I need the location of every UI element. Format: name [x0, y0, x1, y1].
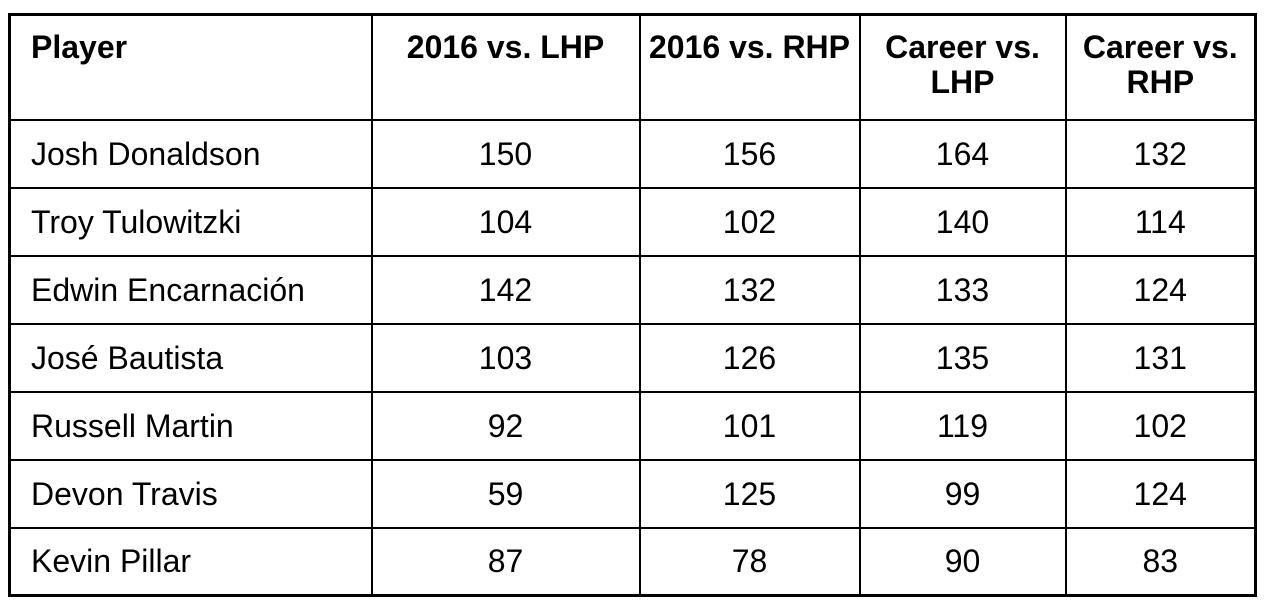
column-header-2016-vs-lhp: 2016 vs. LHP	[370, 13, 641, 121]
stat-cell: 99	[858, 458, 1067, 529]
stat-cell: 135	[858, 322, 1067, 393]
stat-cell: 150	[370, 118, 641, 189]
player-splits-table: Player 2016 vs. LHP 2016 vs. RHP Career vs.…	[8, 13, 1257, 597]
player-name-cell: José Bautista	[8, 322, 373, 393]
stat-cell: 102	[1064, 390, 1257, 461]
stat-cell: 124	[1064, 458, 1257, 529]
stat-cell: 142	[370, 254, 641, 325]
stat-cell: 87	[370, 526, 641, 597]
stat-cell: 132	[638, 254, 861, 325]
stat-cell: 124	[1064, 254, 1257, 325]
stat-cell: 92	[370, 390, 641, 461]
header-row: Player 2016 vs. LHP 2016 vs. RHP Career vs.…	[8, 13, 1257, 121]
player-name-cell: Troy Tulowitzki	[8, 186, 373, 257]
stat-cell: 83	[1064, 526, 1257, 597]
column-header-career-vs-rhp: Career vs. RHP	[1064, 13, 1257, 121]
stat-cell: 131	[1064, 322, 1257, 393]
table-row: José Bautista 103 126 135 131	[8, 322, 1257, 393]
stat-cell: 164	[858, 118, 1067, 189]
column-header-player: Player	[8, 13, 373, 121]
player-name-cell: Russell Martin	[8, 390, 373, 461]
stat-cell: 103	[370, 322, 641, 393]
column-header-2016-vs-rhp: 2016 vs. RHP	[638, 13, 861, 121]
table-row: Edwin Encarnación 142 132 133 124	[8, 254, 1257, 325]
stat-cell: 78	[638, 526, 861, 597]
stat-cell: 90	[858, 526, 1067, 597]
table-row: Troy Tulowitzki 104 102 140 114	[8, 186, 1257, 257]
player-name-cell: Edwin Encarnación	[8, 254, 373, 325]
stat-cell: 133	[858, 254, 1067, 325]
stat-cell: 126	[638, 322, 861, 393]
stat-cell: 114	[1064, 186, 1257, 257]
table-row: Russell Martin 92 101 119 102	[8, 390, 1257, 461]
table-row: Josh Donaldson 150 156 164 132	[8, 118, 1257, 189]
column-header-career-vs-lhp: Career vs. LHP	[858, 13, 1067, 121]
stat-cell: 132	[1064, 118, 1257, 189]
stat-cell: 156	[638, 118, 861, 189]
table-row: Kevin Pillar 87 78 90 83	[8, 526, 1257, 597]
stat-cell: 102	[638, 186, 861, 257]
stat-cell: 104	[370, 186, 641, 257]
stat-cell: 119	[858, 390, 1067, 461]
stat-cell: 140	[858, 186, 1067, 257]
stat-cell: 101	[638, 390, 861, 461]
stat-cell: 125	[638, 458, 861, 529]
player-name-cell: Kevin Pillar	[8, 526, 373, 597]
table-row: Devon Travis 59 125 99 124	[8, 458, 1257, 529]
player-name-cell: Josh Donaldson	[8, 118, 373, 189]
stat-cell: 59	[370, 458, 641, 529]
player-name-cell: Devon Travis	[8, 458, 373, 529]
